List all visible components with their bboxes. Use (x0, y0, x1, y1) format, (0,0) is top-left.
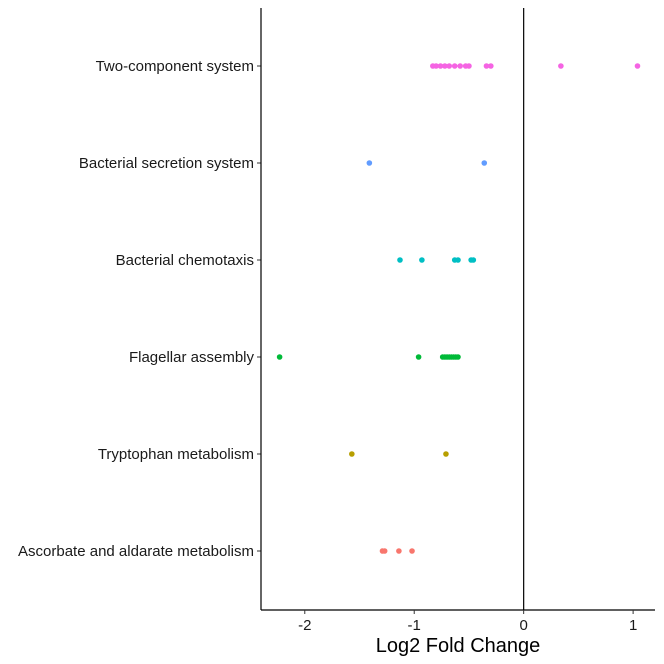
data-point (457, 63, 463, 69)
data-point (634, 63, 641, 69)
data-point (455, 354, 461, 360)
category-label: Ascorbate and aldarate metabolism (18, 543, 254, 560)
category-label: Two-component system (96, 58, 254, 75)
data-point (558, 63, 564, 69)
data-point (409, 548, 415, 554)
category-label: Bacterial chemotaxis (116, 252, 254, 269)
data-point (437, 63, 444, 69)
data-point (442, 63, 448, 69)
data-point (396, 548, 402, 554)
x-tick-label: 0 (519, 617, 527, 634)
data-point (488, 63, 494, 69)
x-axis-ticks: -2 -1 0 1 (298, 610, 637, 634)
data-point (433, 63, 439, 69)
data-point (483, 63, 490, 69)
category-labels: Ascorbate and aldarate metabolism Tryptop… (18, 58, 261, 560)
data-point (419, 257, 425, 263)
data-point (397, 257, 403, 263)
data-point (443, 451, 449, 457)
data-point (470, 257, 477, 263)
data-point (366, 160, 373, 166)
x-tick-label: -2 (298, 617, 311, 634)
category-label: Tryptophan metabolism (98, 446, 254, 463)
data-point (466, 63, 472, 69)
data-point (381, 548, 388, 554)
x-tick-label: 1 (629, 617, 637, 634)
data-point (451, 63, 458, 69)
x-axis-title: Log2 Fold Change (376, 635, 541, 657)
category-label: Bacterial secretion system (79, 155, 254, 172)
data-point (455, 257, 461, 263)
data-point (415, 354, 422, 360)
data-point (446, 63, 453, 69)
data-point (276, 354, 283, 360)
category-label: Flagellar assembly (129, 349, 255, 366)
data-point (481, 160, 488, 166)
data-point (349, 451, 355, 457)
x-tick-label: -1 (408, 617, 421, 634)
data-points (276, 63, 641, 554)
